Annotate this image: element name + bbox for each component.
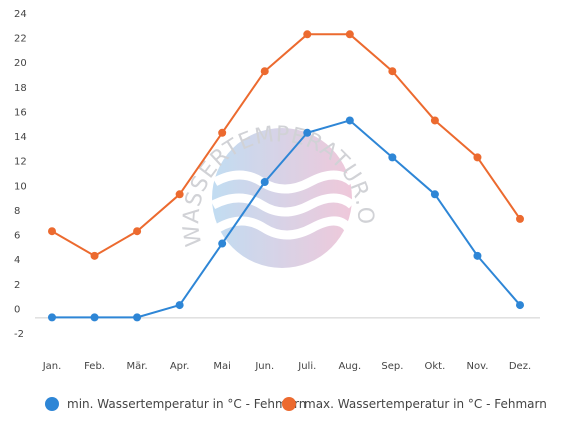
y-tick-label: 10 <box>14 181 27 192</box>
data-point-max <box>218 128 227 137</box>
data-point-min <box>48 313 56 322</box>
data-point-max <box>90 251 99 260</box>
y-tick-label: -2 <box>14 329 24 340</box>
y-tick-label: 12 <box>14 157 27 168</box>
data-point-max <box>48 227 56 236</box>
data-point-max <box>388 67 397 76</box>
x-tick-label: Jan. <box>42 361 62 372</box>
data-point-max <box>473 153 482 162</box>
data-point-max <box>260 67 269 76</box>
y-tick-label: 14 <box>14 132 27 143</box>
y-tick-label: 24 <box>14 9 27 20</box>
legend-label-max: max. Wassertemperatur in °C - Fehmarn <box>304 397 547 411</box>
x-tick-label: Apr. <box>170 361 190 372</box>
data-point-min <box>175 301 184 310</box>
data-point-min <box>218 239 227 248</box>
y-tick-label: 20 <box>14 58 27 69</box>
chart-legend: min. Wassertemperatur in °C - Fehmarn ma… <box>0 397 562 419</box>
watermark-logo: WASSERTEMPERATUR.ORG <box>0 0 377 268</box>
x-tick-label: Juli. <box>297 361 316 372</box>
x-tick-label: Aug. <box>338 361 361 372</box>
legend-marker-max <box>282 397 296 411</box>
y-tick-label: 4 <box>14 255 20 266</box>
series-line-min <box>52 119 521 319</box>
y-tick-label: 18 <box>14 83 27 94</box>
x-tick-label: Jun. <box>254 361 274 372</box>
data-point-min <box>430 190 439 199</box>
data-point-min <box>388 153 397 162</box>
legend-item-min: min. Wassertemperatur in °C - Fehmarn <box>45 397 306 411</box>
data-point-min <box>90 313 99 322</box>
data-point-min <box>345 116 354 125</box>
x-tick-label: Dez. <box>509 361 531 372</box>
data-point-max <box>430 116 439 125</box>
legend-item-max: max. Wassertemperatur in °C - Fehmarn <box>282 397 547 411</box>
data-point-max <box>303 30 312 39</box>
data-point-min <box>303 128 312 137</box>
x-tick-label: Mai <box>213 361 231 372</box>
x-tick-label: Sep. <box>381 361 403 372</box>
data-point-min <box>260 178 269 186</box>
data-point-min <box>516 301 524 310</box>
data-point-min <box>473 251 482 260</box>
data-point-max <box>345 30 354 39</box>
data-point-max <box>516 214 524 223</box>
x-tick-label: Feb. <box>84 361 105 372</box>
x-tick-label: Okt. <box>425 361 446 372</box>
x-tick-label: Mär. <box>127 361 148 372</box>
y-tick-label: 8 <box>14 206 20 217</box>
legend-label-min: min. Wassertemperatur in °C - Fehmarn <box>67 397 307 411</box>
data-point-max <box>133 227 142 236</box>
y-tick-label: 0 <box>14 304 20 315</box>
series-line-max <box>51 33 521 257</box>
data-point-max <box>175 190 184 199</box>
data-point-min <box>133 313 142 322</box>
line-chart: WASSERTEMPERATUR.ORG -202468101214161820… <box>0 0 540 372</box>
y-tick-label: 6 <box>14 231 20 242</box>
legend-marker-min <box>45 397 59 411</box>
y-tick-label: 22 <box>14 34 27 45</box>
y-tick-label: 16 <box>14 107 27 118</box>
y-tick-label: 2 <box>14 280 20 291</box>
x-tick-label: Nov. <box>466 361 488 372</box>
